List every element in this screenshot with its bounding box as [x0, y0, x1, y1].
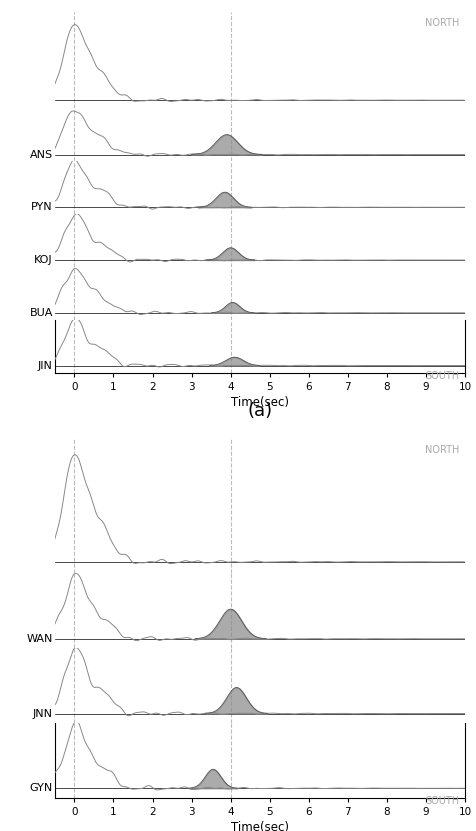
Text: ANS: ANS — [30, 150, 53, 160]
Text: NORTH: NORTH — [424, 445, 458, 455]
Text: SOUTH: SOUTH — [424, 796, 458, 806]
X-axis label: Time(sec): Time(sec) — [230, 396, 288, 409]
Text: NORTH: NORTH — [424, 17, 458, 27]
Text: PYN: PYN — [31, 202, 53, 212]
Text: BUA: BUA — [30, 307, 53, 317]
Text: GYN: GYN — [30, 784, 53, 794]
Text: JNN: JNN — [33, 709, 53, 719]
X-axis label: Time(sec): Time(sec) — [230, 821, 288, 831]
Text: WAN: WAN — [27, 634, 53, 644]
Text: (a): (a) — [247, 402, 272, 420]
Text: JIN: JIN — [38, 361, 53, 371]
Text: KOJ: KOJ — [34, 255, 53, 265]
Text: SOUTH: SOUTH — [424, 371, 458, 381]
